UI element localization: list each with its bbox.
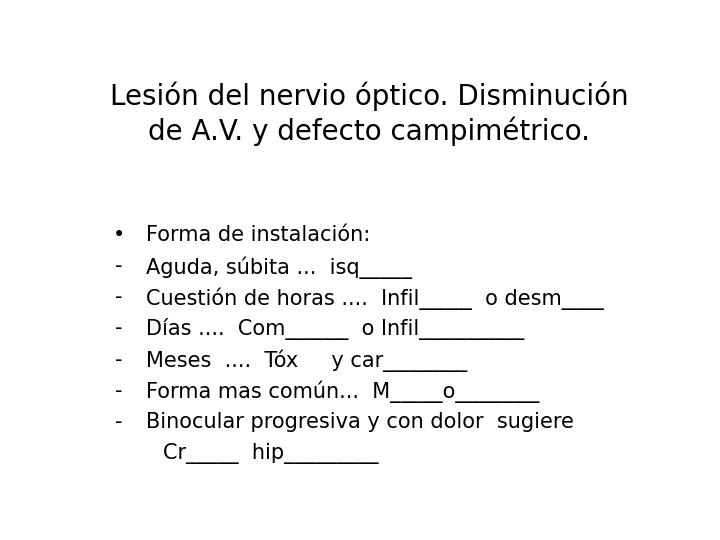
Text: Forma de instalación:: Forma de instalación: [145, 225, 370, 245]
Text: Binocular progresiva y con dolor  sugiere: Binocular progresiva y con dolor sugiere [145, 412, 574, 432]
Text: Forma mas común...  M_____o________: Forma mas común... M_____o________ [145, 381, 539, 403]
Text: Aguda, súbita ...  isq_____: Aguda, súbita ... isq_____ [145, 256, 412, 279]
Text: Lesión del nervio óptico. Disminución
de A.V. y defecto campimétrico.: Lesión del nervio óptico. Disminución de… [109, 82, 629, 146]
Text: -: - [115, 412, 123, 432]
Text: Meses  ....  Tóx     y car________: Meses .... Tóx y car________ [145, 349, 467, 372]
Text: •: • [113, 225, 125, 245]
Text: -: - [115, 256, 123, 276]
Text: Cuestión de horas ....  Infil_____  o desm____: Cuestión de horas .... Infil_____ o desm… [145, 287, 603, 310]
Text: -: - [115, 287, 123, 307]
Text: -: - [115, 319, 123, 339]
Text: Cr_____  hip_________: Cr_____ hip_________ [163, 443, 378, 464]
Text: -: - [115, 381, 123, 401]
Text: Días ....  Com______  o Infil__________: Días .... Com______ o Infil__________ [145, 319, 524, 340]
Text: -: - [115, 349, 123, 369]
